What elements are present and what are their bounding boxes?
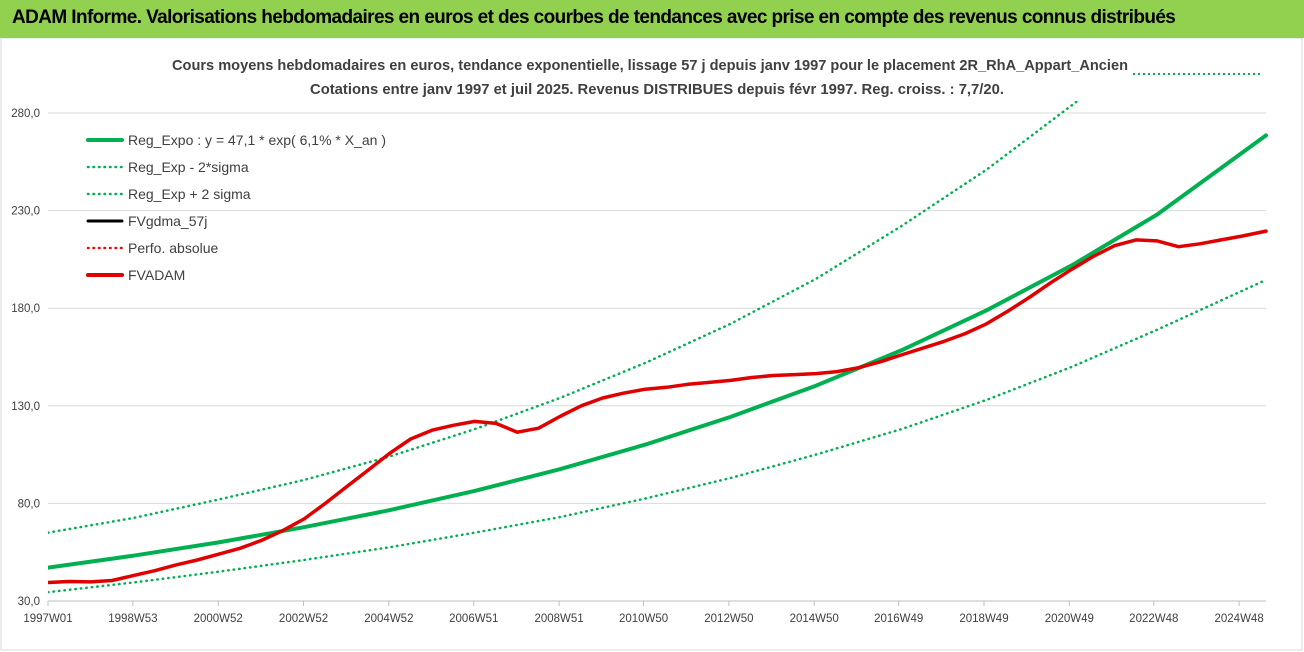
x-tick-label: 2006W51	[449, 613, 498, 625]
legend: Reg_Expo : y = 47,1 * exp( 6,1% * X_an )…	[86, 132, 386, 283]
y-tick-label: 230,0	[11, 206, 40, 218]
x-tick-label: 2002W52	[279, 613, 328, 625]
series-line-2	[48, 101, 1080, 534]
x-tick-label: 2022W48	[1129, 613, 1178, 625]
x-tick-label: 2016W49	[874, 613, 923, 625]
line-chart: Cours moyens hebdomadaires en euros, ten…	[0, 38, 1303, 651]
legend-label: Reg_Exp - 2*sigma	[128, 159, 249, 175]
chart-title-line2: Cotations entre janv 1997 et juil 2025. …	[310, 81, 1004, 98]
legend-label: Perfo. absolue	[128, 240, 218, 256]
x-tick-label: 2004W52	[364, 613, 413, 625]
x-tick-label: 2010W50	[619, 613, 668, 625]
series-line-1	[48, 278, 1268, 594]
legend-label: FVgdma_57j	[128, 213, 207, 229]
y-tick-label: 280,0	[11, 108, 40, 120]
report-title: ADAM Informe. Valorisations hebdomadaire…	[12, 7, 1176, 28]
x-tick-label: 2008W51	[534, 613, 583, 625]
legend-label: Reg_Exp + 2 sigma	[128, 186, 251, 202]
legend-label: FVADAM	[128, 267, 185, 283]
y-tick-label: 180,0	[11, 303, 40, 315]
series-line-5	[48, 229, 1268, 585]
x-tick-label: 2014W50	[790, 613, 839, 625]
y-tick-label: 80,0	[18, 498, 40, 510]
report-banner: ADAM Informe. Valorisations hebdomadaire…	[0, 0, 1304, 38]
x-tick-label: 2024W48	[1215, 613, 1264, 625]
x-tick-label: 2012W50	[704, 613, 753, 625]
series-lines	[48, 101, 1268, 594]
axes: 30,0 80,0 130,0 180,0 230,0 280,0 1997W01 1998W…	[11, 108, 1266, 625]
x-tick-label: 2020W49	[1045, 613, 1094, 625]
plot-frame	[0, 38, 1303, 651]
x-tick-label: 2000W52	[194, 613, 243, 625]
y-tick-label: 30,0	[18, 596, 40, 608]
x-tick-label: 1997W01	[23, 613, 72, 625]
series-line-0	[48, 133, 1268, 570]
chart-title-line1: Cours moyens hebdomadaires en euros, ten…	[172, 57, 1128, 74]
y-tick-label: 130,0	[11, 401, 40, 413]
x-tick-label: 1998W53	[108, 613, 157, 625]
x-tick-label: 2018W49	[959, 613, 1008, 625]
legend-label: Reg_Expo : y = 47,1 * exp( 6,1% * X_an )	[128, 132, 386, 148]
